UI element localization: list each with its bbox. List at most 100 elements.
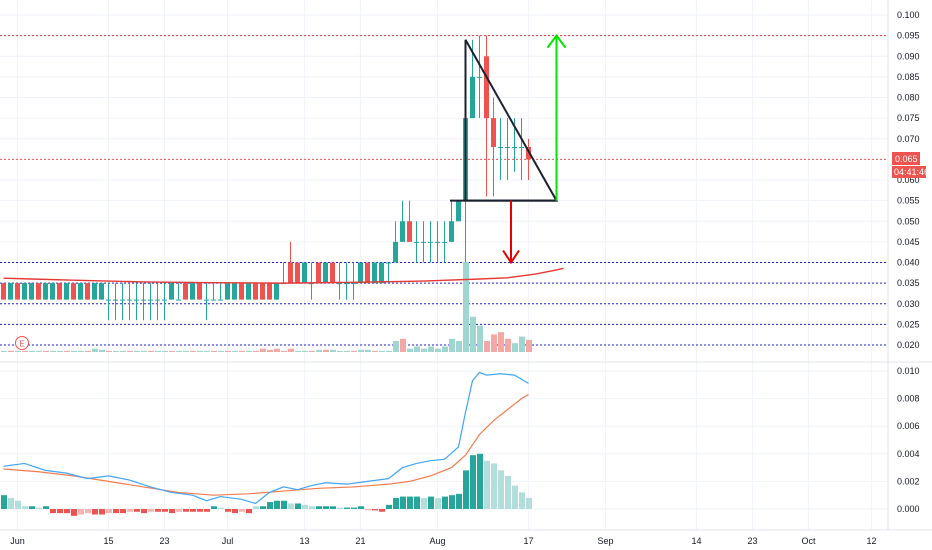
volume-bar-55 [386,350,392,352]
volume-bar-5 [36,350,42,352]
osc-histogram-bar-14 [99,509,105,515]
osc-histogram-bar-24 [169,509,175,514]
osc-histogram-bar-63 [442,496,448,509]
triangle-pattern [464,39,559,202]
volume-bar-9 [64,350,70,352]
candle-body-55 [386,262,391,264]
osc-histogram-bar-51 [358,506,364,509]
osc-histogram-bar-54 [379,509,385,512]
osc-histogram-bar-52 [365,509,371,511]
candle-body-8 [57,283,62,300]
candle-body-33 [232,283,237,300]
candle-body-41 [288,262,293,284]
osc-histogram-bar-8 [57,509,63,514]
volume-bar-23 [162,350,168,352]
osc-histogram-bar-48 [337,507,343,509]
osc-histogram-bar-23 [162,509,168,512]
price-tick-label-15: 0.020 [897,340,920,350]
osc-histogram-bar-4 [29,506,35,509]
osc-histogram-bar-15 [106,509,112,514]
volume-bar-21 [148,350,154,352]
osc-histogram-bar-17 [120,509,126,514]
osc-histogram-bar-34 [239,509,245,512]
candle-body-23 [162,299,167,301]
volume-bar-75 [526,339,532,352]
osc-histogram-bar-38 [267,502,273,509]
price-axis[interactable]: 0.100 0.095 0.090 0.085 0.080 0.075 0.070 0.060… [897,10,920,514]
candle-body-30 [211,299,216,301]
candle-body-13 [92,283,97,300]
time-tick-label-2: 23 [159,536,169,546]
candle-body-49 [344,283,349,285]
volume-bar-13 [92,348,98,352]
volume-bar-62 [435,348,441,352]
price-tick-label-13: 0.030 [897,299,920,309]
candle-body-26 [183,283,188,300]
time-tick-label-10: 23 [747,536,757,546]
candle-body-68 [477,76,482,78]
price-tick-label-10: 0.045 [897,237,920,247]
time-tick-label-0: Jun [10,536,25,546]
volume-bar-12 [85,350,91,352]
volume-bar-65 [456,341,462,352]
osc-histogram-bar-9 [64,509,70,514]
candle-body-47 [330,262,335,284]
osc-fast-line [3,371,529,505]
volume-bar-52 [365,349,371,352]
price-tick-label-5: 0.075 [897,113,920,123]
osc-histogram-bar-36 [253,506,259,509]
candle-body-7 [50,283,55,300]
volume-bar-10 [71,350,77,352]
candle-body-42 [295,262,300,284]
osc-tick-label-4: 0.002 [897,476,920,486]
volume-bar-39 [274,348,280,352]
event-marker[interactable]: E [15,336,29,350]
candle-body-53 [372,262,377,284]
osc-histogram-bar-5 [36,507,42,509]
volume-bar-19 [134,350,140,352]
drawing-annotations[interactable] [450,33,567,265]
candle-body-24 [169,283,174,300]
candle-body-62 [435,241,440,243]
volume-bar-17 [120,350,126,352]
osc-tick-label-0: 0.010 [897,366,920,376]
price-tick-label-3: 0.085 [897,72,920,82]
osc-tick-label-1: 0.008 [897,394,920,404]
osc-histogram-bar-3 [22,506,28,509]
candle-body-59 [414,241,419,243]
osc-histogram-bar-6 [43,506,49,509]
osc-histogram-bar-74 [519,492,525,509]
osc-histogram-bar-66 [463,470,469,509]
moving-average [3,267,564,284]
price-tick-label-9: 0.050 [897,216,920,226]
volume-bar-48 [337,350,343,352]
candle-body-50 [351,283,356,285]
candle-body-61 [428,241,433,243]
volume-bar-64 [449,338,455,352]
osc-histogram-bar-40 [281,500,287,509]
osc-histogram-bar-28 [197,509,203,512]
candle-body-25 [176,299,181,301]
volume-bar-36 [253,350,259,352]
osc-histogram-bar-57 [400,496,406,509]
volume-bar-11 [78,350,84,352]
volume-bar-28 [197,350,203,352]
osc-histogram-bar-59 [414,496,420,509]
time-tick-label-1: 15 [103,536,113,546]
candle-body-71 [498,147,503,148]
candle-body-32 [225,283,230,300]
volume-bar-41 [288,348,294,352]
osc-histogram-bar-41 [288,503,294,509]
osc-histogram-bar-21 [148,509,154,512]
candle-body-34 [239,283,244,300]
time-axis[interactable]: Jun 15 23 Jul 13 21 Aug 17 Sep 14 23 Oct 12 [10,536,876,546]
osc-histogram-bar-39 [274,500,280,509]
time-tick-label-11: Oct [801,536,816,546]
volume-bar-18 [127,350,133,352]
candle-body-6 [43,283,48,300]
volume-bar-70 [491,334,497,352]
volume-bar-14 [99,349,105,352]
volume-bar-0 [1,350,7,352]
osc-tick-label-5: 0.000 [897,504,920,514]
